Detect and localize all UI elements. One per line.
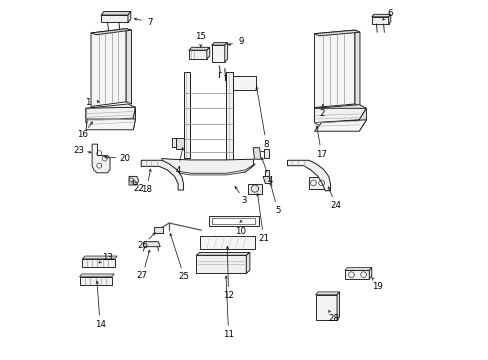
Polygon shape xyxy=(82,256,117,259)
Text: 22: 22 xyxy=(133,184,144,193)
Text: 17: 17 xyxy=(315,150,326,159)
Text: 26: 26 xyxy=(137,241,147,250)
Polygon shape xyxy=(344,270,368,279)
Text: 28: 28 xyxy=(327,315,339,324)
Polygon shape xyxy=(92,144,110,173)
Text: 19: 19 xyxy=(372,282,383,291)
Polygon shape xyxy=(211,45,224,62)
Text: 15: 15 xyxy=(195,32,206,41)
Polygon shape xyxy=(126,29,131,104)
Polygon shape xyxy=(199,235,255,249)
Polygon shape xyxy=(359,108,366,131)
Polygon shape xyxy=(86,119,135,130)
Polygon shape xyxy=(314,30,359,36)
Polygon shape xyxy=(287,160,330,191)
Polygon shape xyxy=(344,267,371,270)
Polygon shape xyxy=(246,252,249,273)
Text: 12: 12 xyxy=(223,291,234,300)
Polygon shape xyxy=(336,292,339,320)
Polygon shape xyxy=(183,72,190,158)
Polygon shape xyxy=(91,29,126,107)
Polygon shape xyxy=(228,76,255,90)
Text: 27: 27 xyxy=(137,271,147,280)
Text: 24: 24 xyxy=(330,201,341,210)
Text: 25: 25 xyxy=(178,272,189,281)
Polygon shape xyxy=(314,108,321,127)
Text: 7: 7 xyxy=(147,18,153,27)
Text: 4: 4 xyxy=(175,166,180,175)
Polygon shape xyxy=(86,107,135,123)
Polygon shape xyxy=(86,104,135,112)
Polygon shape xyxy=(211,42,227,45)
Polygon shape xyxy=(128,12,131,22)
Polygon shape xyxy=(206,47,209,59)
Polygon shape xyxy=(264,170,268,176)
Text: 1: 1 xyxy=(85,98,91,107)
Polygon shape xyxy=(141,160,183,190)
Polygon shape xyxy=(354,30,359,106)
Polygon shape xyxy=(315,292,339,295)
Text: 9: 9 xyxy=(238,37,244,46)
Text: 5: 5 xyxy=(274,206,280,215)
Text: 6: 6 xyxy=(386,9,392,18)
Polygon shape xyxy=(263,149,268,158)
Polygon shape xyxy=(162,158,253,174)
Polygon shape xyxy=(212,218,255,224)
Polygon shape xyxy=(133,107,135,130)
Polygon shape xyxy=(314,105,366,112)
Polygon shape xyxy=(388,14,390,24)
Polygon shape xyxy=(208,216,258,226)
Polygon shape xyxy=(188,50,206,59)
Polygon shape xyxy=(80,274,114,277)
Polygon shape xyxy=(314,120,366,131)
Polygon shape xyxy=(263,176,271,184)
Polygon shape xyxy=(371,14,390,17)
Polygon shape xyxy=(188,47,209,50)
Text: 23: 23 xyxy=(73,146,84,155)
Polygon shape xyxy=(143,242,160,247)
Text: 20: 20 xyxy=(119,154,130,163)
Text: 11: 11 xyxy=(223,330,234,339)
Polygon shape xyxy=(196,255,246,273)
Polygon shape xyxy=(175,138,183,149)
Text: 3: 3 xyxy=(242,196,247,205)
Polygon shape xyxy=(368,267,371,279)
Polygon shape xyxy=(224,42,227,62)
Polygon shape xyxy=(101,15,128,22)
Polygon shape xyxy=(129,176,139,185)
Text: 16: 16 xyxy=(77,130,88,139)
Polygon shape xyxy=(80,277,112,285)
Polygon shape xyxy=(91,29,131,35)
Polygon shape xyxy=(225,72,233,160)
Polygon shape xyxy=(196,252,249,255)
Text: 21: 21 xyxy=(258,234,268,243)
Polygon shape xyxy=(86,108,93,126)
Polygon shape xyxy=(253,148,261,159)
Polygon shape xyxy=(82,259,115,267)
Polygon shape xyxy=(161,163,255,175)
Polygon shape xyxy=(314,108,366,123)
Polygon shape xyxy=(247,184,261,194)
Polygon shape xyxy=(314,30,354,108)
Polygon shape xyxy=(101,12,131,15)
Polygon shape xyxy=(371,17,388,24)
Polygon shape xyxy=(172,138,175,147)
Text: 13: 13 xyxy=(102,253,113,262)
Text: 8: 8 xyxy=(263,140,268,149)
Polygon shape xyxy=(315,295,336,320)
Text: 10: 10 xyxy=(235,227,246,236)
Text: 4: 4 xyxy=(266,176,272,185)
Text: 14: 14 xyxy=(94,320,105,329)
Polygon shape xyxy=(154,226,163,233)
Text: 18: 18 xyxy=(141,185,152,194)
Polygon shape xyxy=(308,177,326,189)
Text: 2: 2 xyxy=(319,109,324,118)
